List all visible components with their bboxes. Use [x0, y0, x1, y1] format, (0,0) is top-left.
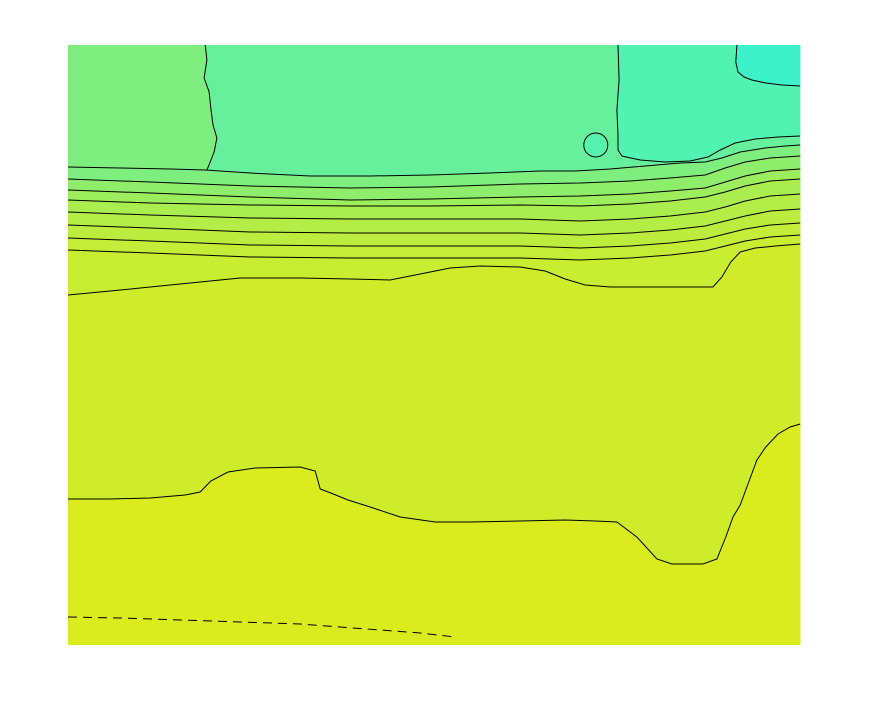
contour-line-33.1 [67, 178, 801, 207]
closed-contour [583, 132, 609, 158]
contour-line-32.9 [67, 155, 801, 189]
contour-line-33.4 [67, 222, 801, 249]
surface-zone-coastal [735, 45, 801, 86]
contour-line-34 [68, 423, 801, 565]
contour-line-33.3 [67, 208, 801, 236]
contour-line-32.8 [67, 144, 801, 177]
contour-line-33.2 [67, 193, 801, 222]
surface-zone-offshore [68, 45, 217, 170]
contour-line-33 [67, 168, 801, 201]
surface-zone-transition-outline [616, 44, 801, 163]
surface-zone-offshore-outline [203, 44, 218, 171]
contour-line-33.8 [67, 243, 801, 296]
contour-fill-34 [68, 424, 801, 645]
contour-line-34.2 [67, 616, 456, 638]
surface-zone-coastal-outline [735, 44, 801, 87]
contour-line-33.5 [67, 234, 801, 261]
